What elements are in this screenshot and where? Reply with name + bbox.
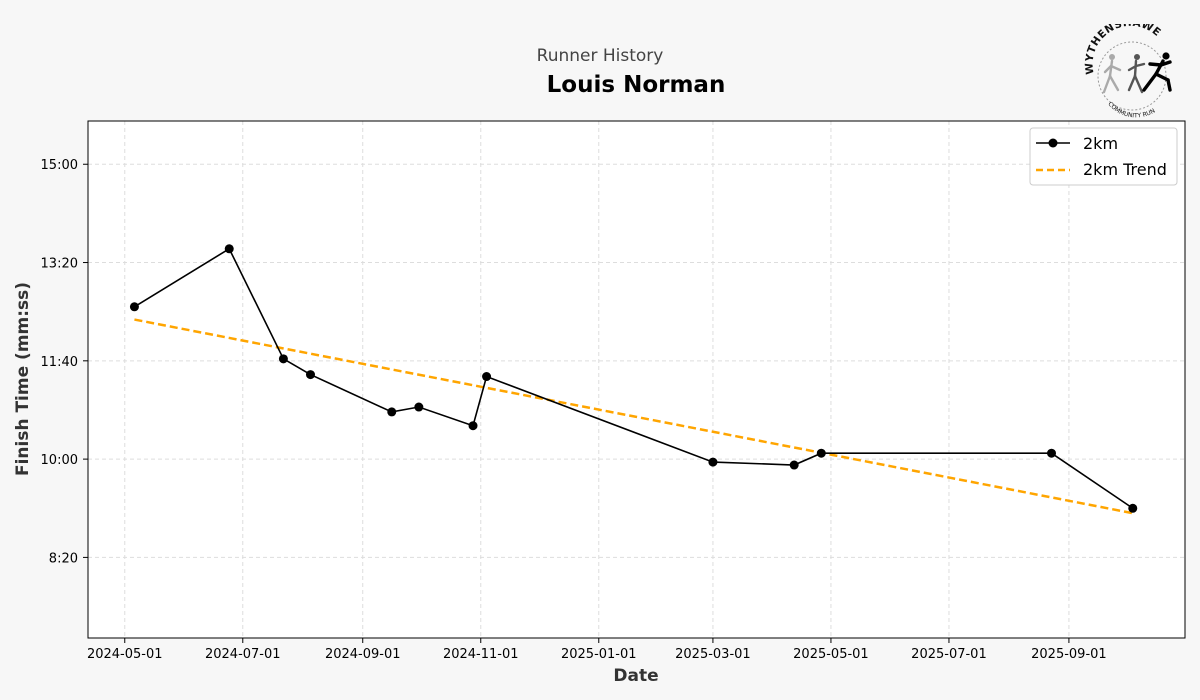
legend-trend-label: 2km Trend	[1083, 160, 1167, 179]
data-point[interactable]	[1047, 448, 1057, 458]
logo-bottom-text: COMMUNITY RUN	[1106, 101, 1156, 118]
data-point[interactable]	[482, 372, 492, 382]
data-point[interactable]	[708, 457, 718, 467]
x-tick-label: 2025-03-01	[675, 647, 751, 662]
axis-ticks: 2024-05-01 2024-07-01 2024-09-01 2024-11-01…	[41, 158, 1107, 662]
x-tick-label: 2025-07-01	[911, 647, 987, 662]
plot-frame	[87, 120, 1186, 639]
data-point[interactable]	[278, 354, 288, 364]
data-point[interactable]	[387, 407, 397, 417]
data-point[interactable]	[816, 448, 826, 458]
x-tick-label: 2025-09-01	[1031, 647, 1107, 662]
logo-arc-text: WYTHENSHAWE	[1084, 24, 1163, 75]
trend-line	[134, 318, 1133, 515]
logo-ring	[1097, 41, 1167, 111]
data-point[interactable]	[305, 370, 315, 380]
x-tick-label: 2024-07-01	[205, 647, 281, 662]
plot-series	[129, 244, 1138, 515]
club-logo: WYTHENSHAWE COMMUNITY RUN	[1084, 24, 1172, 118]
data-point[interactable]	[789, 460, 799, 470]
grid-lines	[88, 121, 1185, 638]
legend-series-marker	[1048, 138, 1058, 148]
plot-area	[88, 121, 1185, 638]
legend-series-label: 2km	[1083, 134, 1118, 153]
x-tick-label: 2025-05-01	[793, 647, 869, 662]
runner-figures-icon	[1102, 52, 1172, 94]
chart-title: Louis Norman	[546, 72, 726, 98]
data-point[interactable]	[129, 302, 139, 312]
y-tick-label: 8:20	[49, 551, 78, 566]
y-tick-label: 15:00	[41, 158, 78, 173]
data-point[interactable]	[468, 421, 478, 431]
x-tick-label: 2024-05-01	[87, 647, 163, 662]
chart-subtitle: Runner History	[536, 46, 664, 66]
data-point[interactable]	[224, 244, 234, 254]
x-axis-label: Date	[613, 666, 658, 686]
legend: 2km 2km Trend	[1029, 127, 1178, 186]
y-tick-label: 11:40	[41, 355, 78, 370]
x-tick-label: 2025-01-01	[561, 647, 637, 662]
x-tick-label: 2024-09-01	[325, 647, 401, 662]
y-axis-label: Finish Time (mm:ss)	[13, 282, 33, 476]
y-tick-label: 13:20	[41, 257, 78, 272]
data-point[interactable]	[414, 402, 424, 412]
x-tick-label: 2024-11-01	[443, 647, 519, 662]
data-point[interactable]	[1128, 503, 1138, 513]
y-tick-label: 10:00	[41, 453, 78, 468]
